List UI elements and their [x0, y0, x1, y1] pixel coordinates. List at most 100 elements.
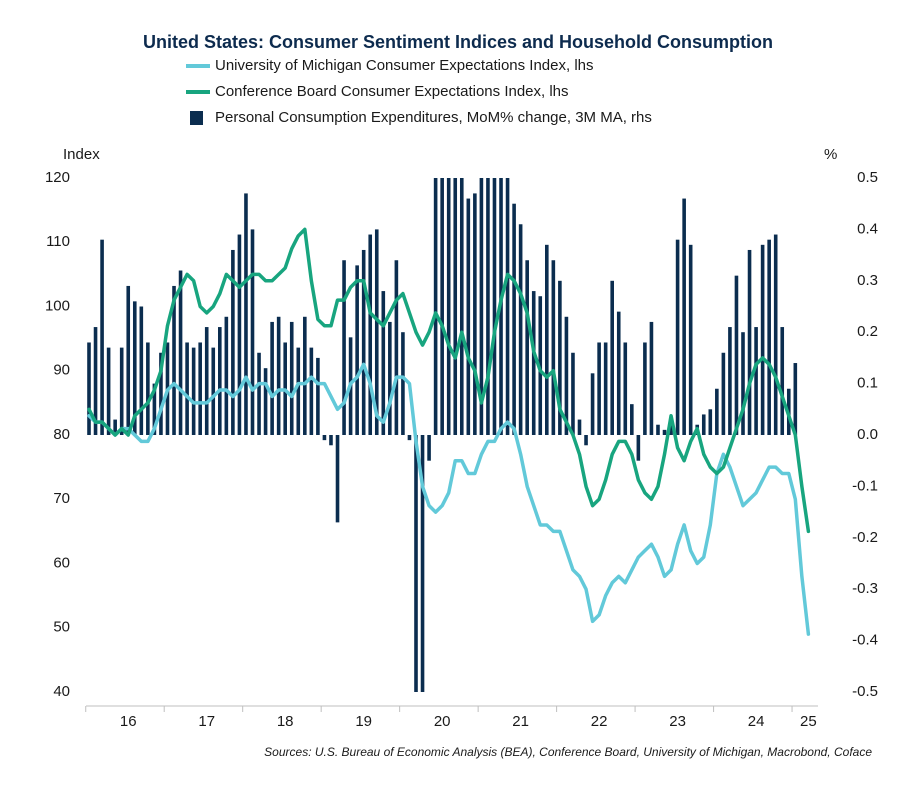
- bar: [682, 198, 686, 435]
- bar: [113, 419, 117, 435]
- y2-tick-label: -0.3: [852, 580, 878, 597]
- y-tick-label: 70: [53, 490, 70, 507]
- bar: [734, 275, 739, 435]
- bar: [675, 239, 680, 435]
- bar: [322, 435, 327, 441]
- bar: [545, 244, 549, 435]
- bar: [577, 419, 582, 435]
- bar: [512, 203, 516, 435]
- y2-tick-label: -0.1: [852, 477, 878, 494]
- bar: [119, 347, 124, 435]
- bar: [407, 435, 412, 441]
- y-tick-label: 110: [46, 233, 70, 250]
- y-tick-label: 80: [53, 426, 70, 443]
- bar: [466, 198, 471, 435]
- y-axis-label: Index: [63, 146, 100, 163]
- bar: [237, 234, 242, 435]
- bar: [505, 178, 510, 435]
- bar: [433, 178, 438, 435]
- bar: [747, 249, 752, 435]
- x-tick-label: 23: [669, 713, 686, 730]
- bar: [146, 342, 150, 435]
- bar: [669, 424, 673, 435]
- bar: [564, 316, 569, 435]
- bar: [126, 285, 131, 435]
- bar: [414, 435, 418, 692]
- x-tick-label: 22: [591, 713, 608, 730]
- bar: [688, 244, 693, 435]
- bar: [636, 435, 641, 461]
- bar: [531, 291, 536, 435]
- bar: [643, 342, 647, 435]
- x-tick-label: 19: [355, 713, 372, 730]
- bar: [701, 414, 706, 435]
- y2-tick-label: 0.1: [857, 375, 878, 392]
- bar: [656, 424, 660, 435]
- bar: [204, 327, 209, 435]
- bar: [335, 435, 340, 523]
- y-tick-label: 100: [45, 297, 70, 314]
- bar: [446, 178, 451, 435]
- y-tick-label: 40: [53, 683, 70, 700]
- bar: [185, 342, 189, 435]
- y2-tick-label: -0.5: [852, 683, 878, 700]
- bar: [492, 178, 497, 435]
- line-series: [87, 362, 811, 636]
- bar: [355, 265, 359, 435]
- bar: [218, 327, 222, 435]
- x-tick-label: 25: [800, 713, 817, 730]
- bar: [270, 321, 274, 435]
- bar: [388, 321, 392, 435]
- bar: [159, 352, 163, 435]
- bar: [741, 332, 745, 435]
- x-tick-label: 17: [198, 713, 215, 730]
- bar: [715, 388, 719, 435]
- bar: [316, 357, 320, 435]
- line-series: [87, 227, 811, 534]
- bar: [368, 234, 373, 435]
- bar: [479, 178, 484, 435]
- bar: [518, 224, 523, 435]
- bar: [721, 352, 726, 435]
- bar: [584, 435, 588, 446]
- bar: [473, 193, 477, 435]
- bar: [381, 291, 386, 435]
- bar: [152, 383, 157, 435]
- y-tick-label: 90: [53, 362, 70, 379]
- bar: [597, 342, 601, 435]
- bar: [551, 260, 556, 435]
- bar: [191, 347, 196, 435]
- bar: [374, 229, 379, 435]
- bar: [139, 306, 144, 435]
- y2-tick-label: 0.5: [857, 169, 878, 186]
- y-tick-label: 60: [53, 554, 70, 571]
- bar: [486, 178, 490, 435]
- bar: [420, 435, 425, 692]
- bar: [231, 249, 235, 435]
- y2-axis-label: %: [824, 146, 837, 163]
- bar: [172, 285, 176, 435]
- bar: [459, 178, 464, 435]
- legend-label: Personal Consumption Expenditures, MoM% …: [215, 109, 652, 126]
- bar: [453, 178, 458, 435]
- bar: [244, 193, 248, 435]
- bar: [361, 249, 366, 435]
- legend-swatch: [190, 111, 203, 125]
- source-note: Sources: U.S. Bureau of Economic Analysi…: [264, 745, 872, 759]
- y-tick-label: 50: [53, 619, 70, 636]
- bar: [342, 260, 346, 435]
- bar: [571, 352, 575, 435]
- bar: [760, 244, 765, 435]
- bar: [780, 327, 785, 435]
- y2-tick-label: 0.3: [857, 272, 878, 289]
- x-tick-label: 21: [512, 713, 529, 730]
- bar: [440, 178, 444, 435]
- x-tick-label: 18: [277, 713, 294, 730]
- bar: [224, 316, 229, 435]
- bar: [211, 347, 216, 435]
- bar: [616, 311, 621, 435]
- bar: [309, 347, 314, 435]
- y-tick-label: 120: [45, 169, 70, 186]
- bar: [329, 435, 333, 446]
